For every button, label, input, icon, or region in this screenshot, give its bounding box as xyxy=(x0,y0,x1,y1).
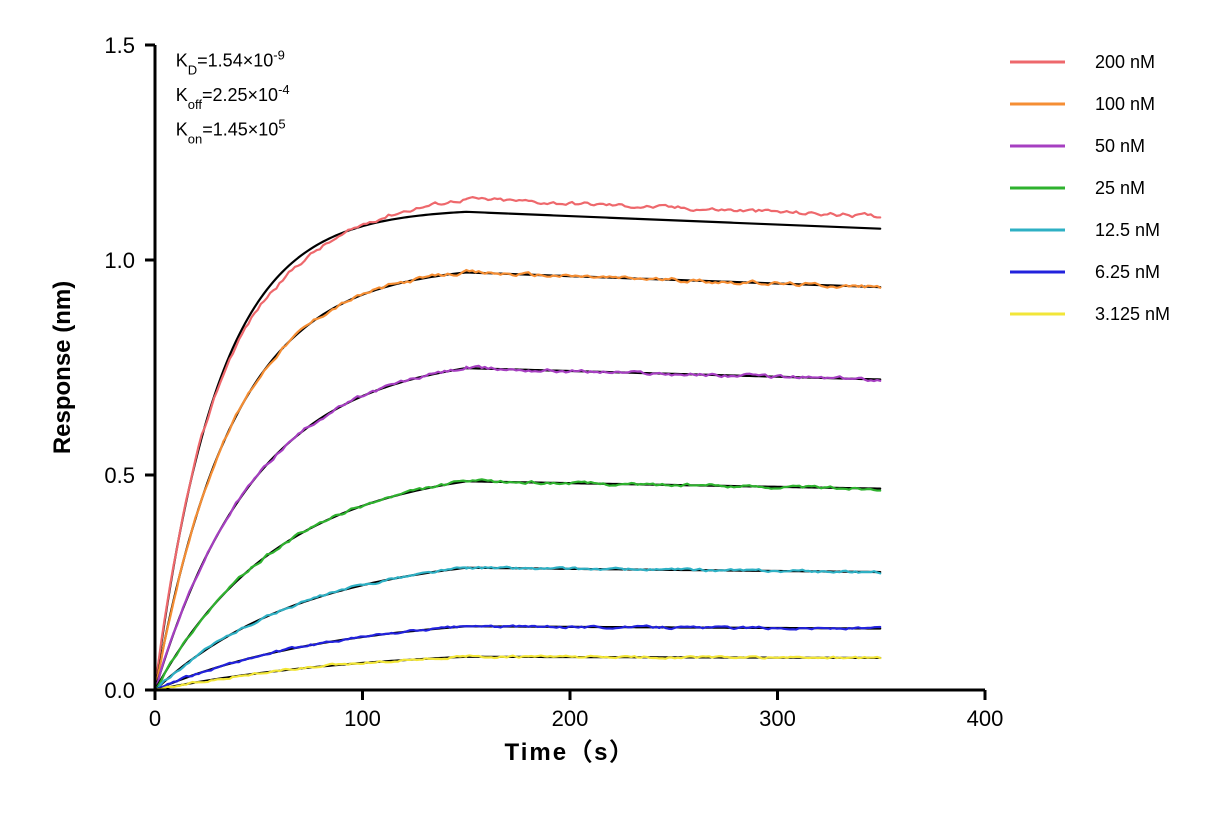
legend-label: 3.125 nM xyxy=(1095,304,1170,324)
x-tick-label: 400 xyxy=(967,706,1004,731)
y-tick-label: 0.5 xyxy=(104,463,135,488)
binding-kinetics-chart: 0 100 200 300 400 0.0 0.5 1.0 1.5 Time（s） Response… xyxy=(0,0,1232,825)
x-tick-label: 0 xyxy=(149,706,161,731)
legend-label: 200 nM xyxy=(1095,52,1155,72)
legend-label: 25 nM xyxy=(1095,178,1145,198)
chart-svg: 0 100 200 300 400 0.0 0.5 1.0 1.5 Time（s） Response… xyxy=(0,0,1232,825)
legend-label: 12.5 nM xyxy=(1095,220,1160,240)
x-axis-label: Time（s） xyxy=(505,739,636,766)
y-axis-label: Response (nm) xyxy=(49,281,76,454)
x-tick-label: 300 xyxy=(759,706,796,731)
y-tick-label: 1.5 xyxy=(104,33,135,58)
x-tick-label: 100 xyxy=(344,706,381,731)
x-tick-label: 200 xyxy=(552,706,589,731)
legend-label: 50 nM xyxy=(1095,136,1145,156)
y-tick-label: 1.0 xyxy=(104,248,135,273)
y-tick-label: 0.0 xyxy=(104,678,135,703)
legend-label: 100 nM xyxy=(1095,94,1155,114)
legend-label: 6.25 nM xyxy=(1095,262,1160,282)
